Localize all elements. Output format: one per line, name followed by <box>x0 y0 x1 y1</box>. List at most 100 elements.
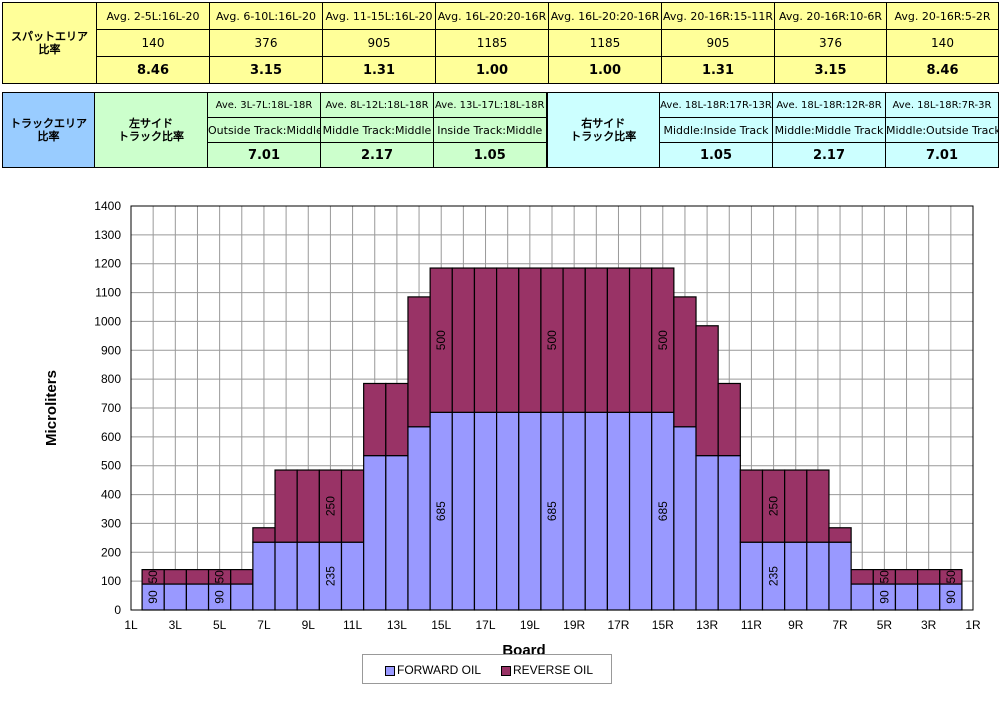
data-label: 50 <box>944 570 958 584</box>
data-label: 90 <box>146 590 160 604</box>
data-label: 90 <box>213 590 227 604</box>
left-track: Inside Track:Middle <box>433 117 547 143</box>
x-tick-label: 17L <box>476 618 496 632</box>
spot-header: Avg. 16L-20:20-16R <box>548 2 662 30</box>
bar-forward-oil <box>163 583 187 611</box>
bar-forward-oil <box>628 411 653 611</box>
bar-reverse-oil <box>407 296 431 428</box>
y-tick-label: 800 <box>101 372 121 386</box>
data-label: 50 <box>146 570 160 584</box>
bar-forward-oil <box>562 411 586 611</box>
data-label: 500 <box>656 330 670 350</box>
spot-header: Avg. 11-15L:16L-20 <box>322 2 436 30</box>
bar-forward-oil <box>363 455 387 611</box>
data-label: 500 <box>545 330 559 350</box>
data-label: 250 <box>767 496 781 516</box>
bar-forward-oil <box>917 583 941 611</box>
bar-forward-oil <box>451 411 476 611</box>
x-tick-label: 7L <box>257 618 271 632</box>
bar-reverse-oil <box>340 469 365 543</box>
right-track: Middle:Outside Track <box>885 117 999 143</box>
y-tick-label: 200 <box>101 545 121 559</box>
y-tick-label: 500 <box>101 459 121 473</box>
right-header: Ave. 18L-18R:17R-13R <box>659 92 773 118</box>
bar-reverse-oil <box>296 469 320 543</box>
oil-pattern-chart: 0 100 200 300 400 500 600 700 800 900 1000 1100 1200… <box>43 199 981 655</box>
spot-header: Avg. 2-5L:16L-20 <box>96 2 210 30</box>
x-tick-label: 19L <box>520 618 540 632</box>
x-tick-label: 9R <box>788 618 804 632</box>
bar-reverse-oil <box>606 267 631 413</box>
data-label: 50 <box>877 570 891 584</box>
spot-ratio: 8.46 <box>886 56 999 84</box>
y-tick-label: 0 <box>114 603 121 617</box>
left-header: Ave. 8L-12L:18L-18R <box>320 92 434 118</box>
left-ratio: 2.17 <box>320 142 434 168</box>
bar-reverse-oil <box>739 469 764 543</box>
left-header: Ave. 3L-7L:18L-18R <box>207 92 321 118</box>
x-axis-title: Board <box>502 642 545 655</box>
spot-value: 376 <box>209 29 323 57</box>
bar-forward-oil <box>385 455 409 611</box>
y-tick-label: 1000 <box>94 314 121 328</box>
x-tick-label: 13R <box>696 618 718 632</box>
y-tick-label: 1100 <box>95 286 121 300</box>
bar-reverse-oil <box>496 267 520 413</box>
legend-forward-oil: FORWARD OIL <box>385 663 481 677</box>
track-area-label: トラックエリア 比率 <box>2 92 95 168</box>
bar-forward-oil <box>407 426 431 611</box>
y-axis-title: Microliters <box>43 370 60 446</box>
spot-ratio: 1.00 <box>548 56 662 84</box>
plot-border <box>130 205 974 611</box>
spot-value: 1185 <box>435 29 549 57</box>
bar-reverse-oil <box>562 267 586 413</box>
y-tick-label: 1200 <box>94 257 121 271</box>
x-tick-label: 3L <box>169 618 183 632</box>
bar-reverse-oil <box>584 267 608 413</box>
bar-reverse-oil <box>274 469 298 543</box>
bar-reverse-oil <box>185 569 210 585</box>
spot-ratio: 1.31 <box>322 56 436 84</box>
bar-forward-oil <box>739 541 764 611</box>
spot-header: Avg. 20-16R:15-11R <box>661 2 775 30</box>
bar-reverse-oil <box>695 325 719 457</box>
data-label: 235 <box>323 566 337 586</box>
spot-value: 140 <box>886 29 999 57</box>
bar-reverse-oil <box>850 569 874 585</box>
x-tick-label: 7R <box>832 618 848 632</box>
x-tick-label: 15L <box>431 618 451 632</box>
data-label: 90 <box>877 590 891 604</box>
spot-header: Avg. 6-10L:16L-20 <box>209 2 323 30</box>
x-tick-label: 5R <box>877 618 893 632</box>
x-tick-label: 9L <box>302 618 316 632</box>
legend-forward-swatch <box>385 665 395 676</box>
x-tick-label: 3R <box>921 618 937 632</box>
spot-value: 376 <box>774 29 887 57</box>
x-tick-label: 11L <box>343 618 362 632</box>
spot-area-ratio-table: スパットエリア 比率 Avg. 2-5L:16L-20 Avg. 6-10L:1… <box>2 2 999 84</box>
chart-legend: FORWARD OIL REVERSE OIL <box>362 654 612 684</box>
right-header: Ave. 18L-18R:7R-3R <box>885 92 999 118</box>
bar-reverse-oil <box>230 569 254 585</box>
y-tick-label: 1300 <box>94 228 121 242</box>
bar-forward-oil <box>296 541 320 611</box>
bar-forward-oil <box>518 411 542 611</box>
right-track: Middle:Middle Track <box>772 117 886 143</box>
right-header: Ave. 18L-18R:12R-8R <box>772 92 886 118</box>
spot-value: 905 <box>661 29 775 57</box>
bar-forward-oil <box>496 411 520 611</box>
bar-forward-oil <box>274 541 298 611</box>
data-label: 500 <box>434 330 448 350</box>
bar-forward-oil <box>828 541 852 611</box>
right-ratio: 7.01 <box>885 142 999 168</box>
data-label: 685 <box>434 501 448 521</box>
data-label: 685 <box>545 501 559 521</box>
data-label: 685 <box>656 501 670 521</box>
bar-reverse-oil <box>473 267 498 413</box>
bar-forward-oil <box>340 541 365 611</box>
right-ratio: 2.17 <box>772 142 886 168</box>
bar-forward-oil <box>894 583 919 611</box>
spot-ratio: 3.15 <box>209 56 323 84</box>
y-tick-label: 100 <box>101 574 121 588</box>
spot-area-label: スパットエリア 比率 <box>2 2 97 84</box>
